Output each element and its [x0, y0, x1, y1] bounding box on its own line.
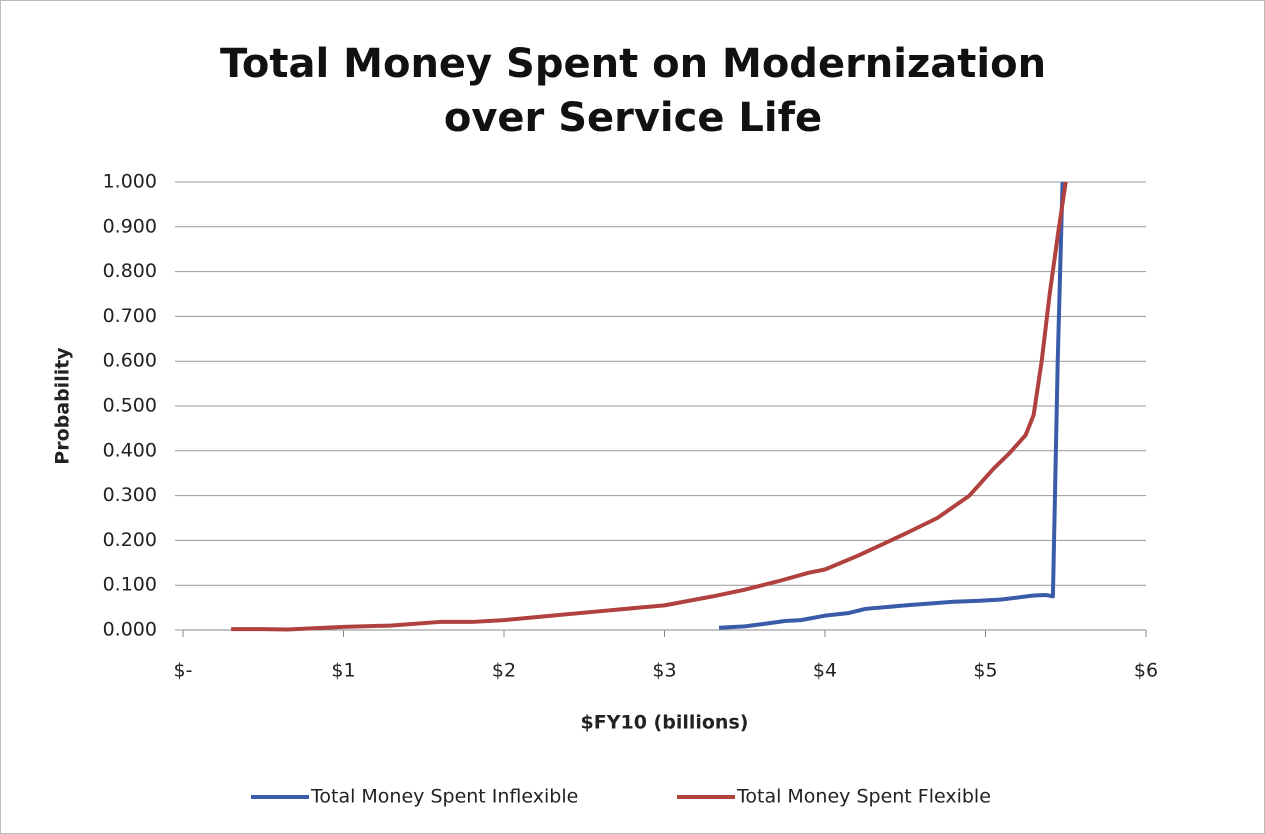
- y-tick-label: 0.100: [103, 574, 157, 596]
- y-axis-label: Probability: [52, 347, 74, 465]
- x-tick-label: $4: [813, 660, 837, 682]
- series-line: [231, 181, 1068, 632]
- y-tick-label: 0.900: [103, 215, 157, 237]
- x-tick-label: $3: [652, 660, 676, 682]
- x-tick-label: $1: [331, 660, 355, 682]
- y-tick-label: 0.500: [103, 395, 157, 417]
- y-tick-label: 0.800: [103, 260, 157, 282]
- y-tick-label: 0.200: [103, 529, 157, 551]
- chart-title: Total Money Spent on Modernization over …: [219, 41, 1047, 141]
- x-tick-label: $2: [492, 660, 516, 682]
- x-tick-label: $-: [174, 660, 193, 682]
- x-axis-label: $FY10 (billions): [581, 712, 749, 734]
- legend-label: Total Money Spent Inflexible: [310, 786, 578, 808]
- x-tick-label: $6: [1134, 660, 1158, 682]
- x-tick-label: $5: [973, 660, 997, 682]
- y-tick-label: 0.400: [103, 439, 157, 461]
- y-tick-label: 1.000: [103, 171, 157, 193]
- series-line: [718, 181, 1065, 630]
- y-tick-label: 0.600: [103, 350, 157, 372]
- y-tick-label: 0.000: [103, 619, 157, 641]
- y-tick-label: 0.300: [103, 484, 157, 506]
- y-tick-label: 0.700: [103, 305, 157, 327]
- legend-label: Total Money Spent Flexible: [736, 786, 991, 808]
